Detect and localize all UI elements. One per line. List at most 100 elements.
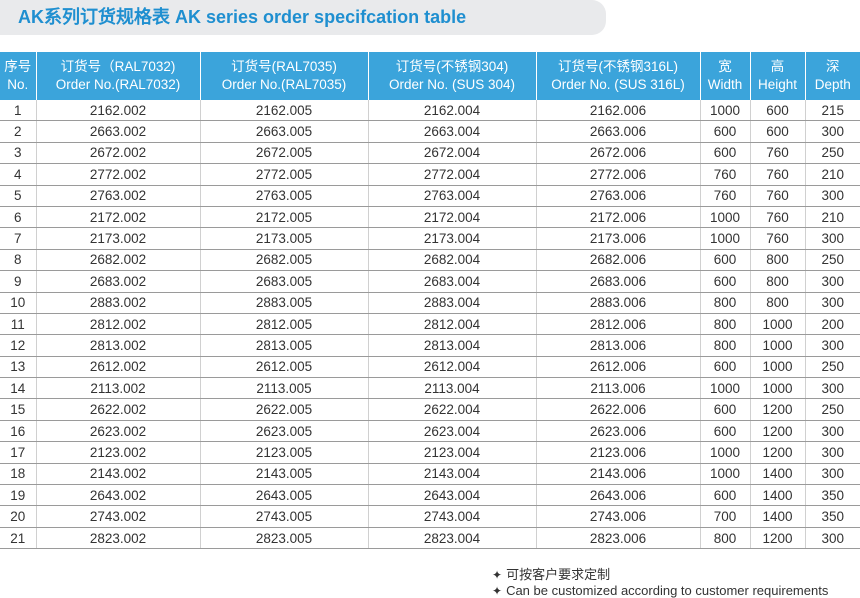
table-cell: 2123.006 (535, 441, 700, 464)
table-cell: 1000 (699, 463, 750, 486)
header-en: Order No. (SUS 316L) (551, 77, 685, 92)
table-cell: 300 (804, 185, 860, 207)
table-cell: 2172.002 (35, 206, 200, 229)
table-cell: 2172.004 (367, 206, 536, 229)
table-cell: 600 (699, 142, 750, 165)
table-cell: 10 (0, 292, 36, 314)
table-cell: 2113.005 (199, 377, 368, 400)
table-cell: 2813.005 (199, 334, 368, 357)
header-zh: 序号 (4, 59, 32, 74)
table-cell: 2823.004 (367, 527, 536, 550)
header-row: 序号 No. 订货号（RAL7032) Order No.(RAL7032) 订货号(R… (0, 52, 860, 100)
header-en: Depth (814, 77, 851, 92)
header-en: Height (757, 77, 798, 92)
table-row: 20 2743.002 2743.005 2743.004 2743.006 700 140… (0, 505, 860, 528)
column-header: 序号 No. (0, 52, 36, 100)
table-cell: 7 (0, 227, 36, 250)
table-cell: 2823.002 (35, 527, 200, 550)
table-cell: 1400 (749, 484, 805, 507)
header-zh: 订货号(RAL7035) (231, 59, 337, 74)
table-cell: 600 (699, 270, 750, 293)
table-row: 4 2772.002 2772.005 2772.004 2772.006 760 760 2… (0, 163, 860, 186)
table-cell: 800 (699, 527, 750, 550)
table-row: 13 2612.002 2612.005 2612.004 2612.006 600 100… (0, 356, 860, 379)
table-cell: 600 (699, 249, 750, 272)
table-row: 21 2823.002 2823.005 2823.004 2823.006 800 120… (0, 527, 860, 550)
star-icon: ✦ (492, 568, 503, 582)
table-cell: 1200 (749, 441, 805, 464)
table-cell: 2883.002 (35, 292, 200, 314)
table-cell: 2663.005 (199, 120, 368, 143)
table-cell: 2173.006 (535, 227, 700, 250)
table-cell: 2622.006 (535, 398, 700, 421)
table-cell: 6 (0, 206, 36, 229)
table-row: 7 2173.002 2173.005 2173.004 2173.006 1000 760… (0, 227, 860, 250)
table-cell: 2162.002 (35, 100, 200, 122)
table-cell: 1000 (699, 206, 750, 229)
table-cell: 760 (749, 227, 805, 250)
table-cell: 2682.005 (199, 249, 368, 272)
table-cell: 300 (804, 292, 860, 314)
table-cell: 1000 (699, 441, 750, 464)
table-cell: 2682.004 (367, 249, 536, 272)
table-cell: 2623.002 (35, 420, 200, 443)
note-text: Can be customized according to customer … (506, 583, 829, 598)
column-header: 深 Depth (804, 52, 860, 100)
table-cell: 2883.005 (199, 292, 368, 314)
table-cell: 15 (0, 398, 36, 421)
table-cell: 600 (699, 484, 750, 507)
table-cell: 800 (749, 270, 805, 293)
table-cell: 1200 (749, 420, 805, 443)
table-cell: 1000 (699, 377, 750, 400)
table-cell: 17 (0, 441, 36, 464)
header-en: Width (707, 77, 743, 92)
table-cell: 2813.004 (367, 334, 536, 357)
table-cell: 760 (749, 206, 805, 229)
title: AK系列订货规格表 AK series order specifcation t… (18, 7, 467, 27)
table-cell: 1400 (749, 463, 805, 486)
header-zh: 深 (826, 59, 840, 74)
table-row: 3 2672.002 2672.005 2672.004 2672.006 600 760 2… (0, 142, 860, 165)
table-cell: 11 (0, 313, 36, 336)
table-cell: 2683.005 (199, 270, 368, 293)
column-header: 订货号（RAL7032) Order No.(RAL7032) (35, 52, 200, 100)
table-cell: 5 (0, 185, 36, 207)
table-cell: 12 (0, 334, 36, 357)
table-cell: 2883.006 (535, 292, 700, 314)
table-cell: 2743.006 (535, 505, 700, 528)
column-header: 订货号(RAL7035) Order No.(RAL7035) (199, 52, 368, 100)
table-cell: 2612.005 (199, 356, 368, 379)
table-cell: 2763.006 (535, 185, 700, 207)
table-cell: 300 (804, 270, 860, 293)
table-cell: 1200 (749, 527, 805, 550)
table-cell: 2643.006 (535, 484, 700, 507)
table-row: 10 2883.002 2883.005 2883.004 2883.006 800 800… (0, 292, 860, 314)
note-text: 可按客户要求定制 (506, 567, 611, 582)
column-header: 订货号(不锈钢316L) Order No. (SUS 316L) (535, 52, 700, 100)
table-cell: 2682.002 (35, 249, 200, 272)
spec-table: 序号 No. 订货号（RAL7032) Order No.(RAL7032) 订货号(R… (0, 52, 860, 550)
table-cell: 2683.002 (35, 270, 200, 293)
table-cell: 20 (0, 505, 36, 528)
table-cell: 2173.004 (367, 227, 536, 250)
table-cell: 2123.002 (35, 441, 200, 464)
table-cell: 8 (0, 249, 36, 272)
table-cell: 1000 (749, 313, 805, 336)
table-cell: 2743.005 (199, 505, 368, 528)
table-cell: 215 (804, 100, 860, 122)
table-cell: 2123.004 (367, 441, 536, 464)
table-cell: 2663.002 (35, 120, 200, 143)
table-cell: 600 (749, 120, 805, 143)
table-cell: 2812.005 (199, 313, 368, 336)
table-cell: 600 (749, 100, 805, 122)
table-cell: 300 (804, 527, 860, 550)
table-cell: 2883.004 (367, 292, 536, 314)
table-cell: 2763.002 (35, 185, 200, 207)
header-zh: 订货号（RAL7032) (60, 59, 176, 74)
table-cell: 2622.002 (35, 398, 200, 421)
table-cell: 2173.005 (199, 227, 368, 250)
note: ✦ Can be customized according to customer… (492, 583, 828, 598)
table-cell: 2 (0, 120, 36, 143)
table-cell: 2643.002 (35, 484, 200, 507)
